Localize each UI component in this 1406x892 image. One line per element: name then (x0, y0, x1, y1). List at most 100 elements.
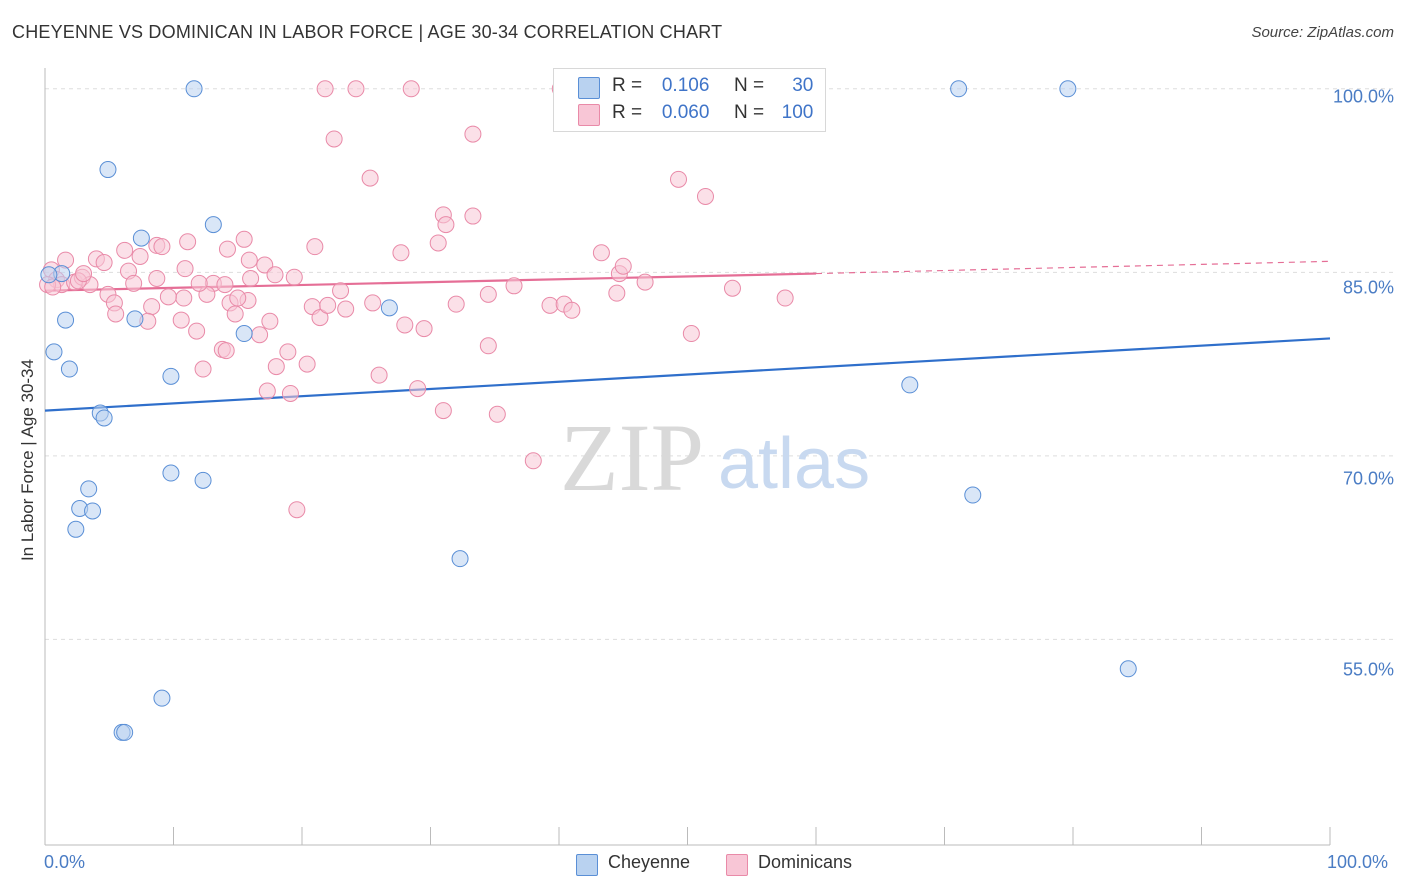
data-point-cheyenne (60, 360, 78, 378)
watermark-atlas: atlas (718, 424, 870, 504)
data-point-dominicans (409, 380, 427, 398)
data-point-dominicans (261, 312, 279, 330)
data-point-dominicans (131, 247, 149, 265)
data-point-dominicans (172, 311, 190, 329)
data-point-cheyenne (162, 367, 180, 385)
data-point-dominicans (306, 238, 324, 256)
trendline-dominicans (44, 272, 817, 292)
data-point-cheyenne (964, 486, 982, 504)
data-point-cheyenne (40, 266, 58, 284)
data-point-cheyenne (451, 550, 469, 568)
data-point-cheyenne (126, 310, 144, 328)
data-point-dominicans (776, 289, 794, 307)
data-point-cheyenne (162, 464, 180, 482)
n-label: N = (733, 75, 765, 96)
data-point-cheyenne (80, 480, 98, 498)
data-point-dominicans (143, 298, 161, 316)
data-point-dominicans (148, 269, 166, 287)
data-point-dominicans (153, 238, 171, 256)
data-point-dominicans (319, 296, 337, 314)
data-point-dominicans (267, 358, 285, 376)
data-point-dominicans (505, 277, 523, 295)
data-point-dominicans (281, 384, 299, 402)
r-label: R = (612, 102, 643, 123)
data-point-dominicans (434, 402, 452, 420)
data-point-dominicans (216, 276, 234, 294)
data-point-cheyenne (95, 409, 113, 427)
data-point-cheyenne (185, 80, 203, 98)
data-point-dominicans (415, 320, 433, 338)
data-point-dominicans (159, 288, 177, 306)
data-point-cheyenne (901, 376, 919, 394)
data-point-dominicans (285, 268, 303, 286)
data-point-dominicans (125, 274, 143, 292)
data-point-dominicans (325, 130, 343, 148)
data-point-dominicans (437, 216, 455, 234)
data-point-dominicans (396, 316, 414, 334)
data-point-dominicans (116, 241, 134, 259)
chart-title: CHEYENNE VS DOMINICAN IN LABOR FORCE | A… (12, 22, 723, 42)
data-point-dominicans (298, 355, 316, 373)
data-point-dominicans (524, 452, 542, 470)
data-point-dominicans (361, 169, 379, 187)
x-tick-label-min: 0.0% (44, 852, 86, 872)
data-point-dominicans (488, 405, 506, 423)
data-point-dominicans (563, 301, 581, 319)
data-point-dominicans (337, 300, 355, 318)
data-point-dominicans (316, 80, 334, 98)
data-point-cheyenne (153, 689, 171, 707)
legend-swatch-cheyenne (576, 854, 598, 876)
data-point-dominicans (242, 269, 260, 287)
r-label: R = (612, 75, 643, 96)
axes (44, 68, 1331, 846)
data-point-dominicans (95, 254, 113, 272)
trendlines (44, 260, 1331, 412)
gridlines (45, 88, 1395, 640)
legend-swatch-dominicans (578, 104, 600, 126)
data-point-dominicans (402, 80, 420, 98)
data-point-dominicans (696, 187, 714, 205)
data-point-dominicans (479, 337, 497, 355)
data-point-dominicans (190, 274, 208, 292)
data-point-cheyenne (116, 723, 134, 741)
data-point-dominicans (288, 501, 306, 519)
data-point-dominicans (226, 305, 244, 323)
data-point-dominicans (279, 343, 297, 361)
data-point-dominicans (464, 207, 482, 225)
data-point-dominicans (229, 289, 247, 307)
data-point-cheyenne (84, 502, 102, 520)
n-label: N = (733, 102, 765, 123)
data-points (39, 80, 1137, 741)
y-tick-label: 70.0% (1342, 468, 1394, 489)
data-point-dominicans (194, 360, 212, 378)
data-point-dominicans (75, 265, 93, 283)
trendline-cheyenne (44, 337, 1331, 412)
data-point-dominicans (256, 256, 274, 274)
data-point-dominicans (592, 244, 610, 262)
data-point-dominicans (218, 240, 236, 258)
data-point-cheyenne (1119, 660, 1137, 678)
data-point-dominicans (188, 322, 206, 340)
data-point-dominicans (235, 230, 253, 248)
data-point-cheyenne (67, 520, 85, 538)
data-point-dominicans (347, 80, 365, 98)
data-point-cheyenne (235, 325, 253, 343)
legend-label-cheyenne: Cheyenne (608, 852, 691, 872)
data-point-cheyenne (204, 216, 222, 234)
watermark: ZIP atlas (560, 404, 870, 511)
data-point-cheyenne (1059, 80, 1077, 98)
data-point-dominicans (614, 257, 632, 275)
data-point-cheyenne (99, 161, 117, 179)
y-tick-label: 85.0% (1342, 277, 1394, 298)
data-point-cheyenne (194, 471, 212, 489)
data-point-dominicans (266, 266, 284, 284)
n-value-dominicans: 100 (781, 102, 814, 123)
data-point-dominicans (429, 234, 447, 252)
legend-swatch-cheyenne (578, 77, 600, 99)
data-point-cheyenne (57, 311, 75, 329)
data-point-dominicans (332, 282, 350, 300)
data-point-cheyenne (380, 299, 398, 317)
data-point-dominicans (217, 342, 235, 360)
data-point-dominicans (392, 244, 410, 262)
